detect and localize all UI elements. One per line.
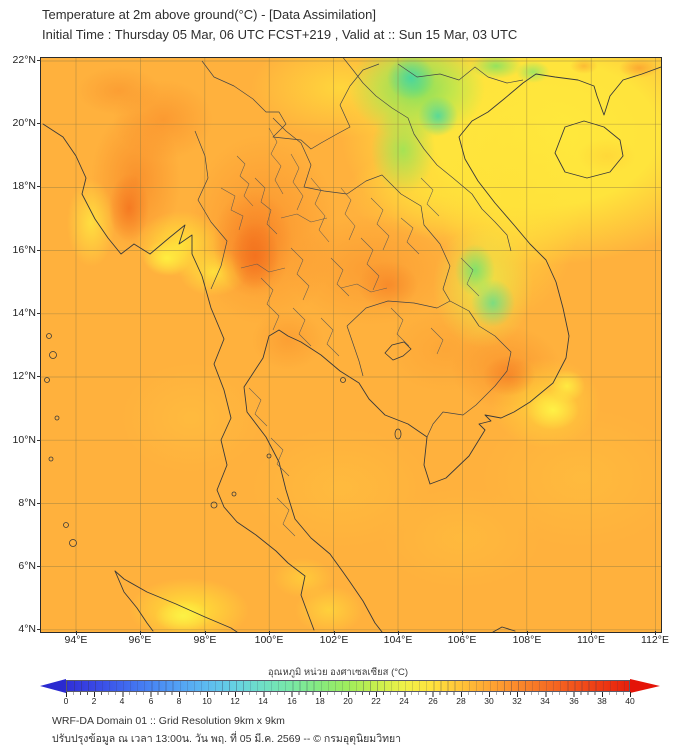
colorbar-tick: 34 [540,696,550,706]
colorbar-tick: 4 [119,696,125,706]
colorbar-tick: 10 [202,696,212,706]
lon-tick-label: 108°E [510,631,544,646]
lat-tick-label: 10°N [4,434,41,446]
lon-tick-label: 102°E [317,631,351,646]
border-thailand-laos-mekong [272,117,451,302]
colorbar-major-ticks [66,692,631,697]
islands [44,333,402,547]
temperature-field [41,58,661,632]
colorbar-tick: 24 [399,696,409,706]
colorbar-tick: 16 [287,696,297,706]
page-title: Temperature at 2m above ground(°C) - [Da… [42,7,376,22]
border-china-vietnam [397,63,524,84]
map-overlay [41,58,661,632]
lon-tick-label: 104°E [381,631,415,646]
colorbar-tick: 20 [343,696,353,706]
colorbar-tick: 12 [230,696,240,706]
lat-tick-label: 18°N [4,180,41,192]
border-thailand-cambodia [346,300,451,377]
colorbar-tick: 38 [597,696,607,706]
lon-tick-label: 106°E [445,631,479,646]
lon-tick-label: 98°E [188,631,222,646]
colorbar-tick: 18 [315,696,325,706]
lon-tick-label: 96°E [123,631,157,646]
border-cambodia-vietnam [426,300,512,438]
coastline-borneo-tip [492,626,516,632]
lat-tick-label: 6°N [4,560,41,572]
colorbar-tick: 22 [371,696,381,706]
colorbar-tick: 26 [428,696,438,706]
colorbar-gradient [66,680,630,692]
lon-tick-label: 100°E [252,631,286,646]
colorbar-tick: 32 [512,696,522,706]
footer-update-info: ปรับปรุงข้อมูล ณ เวลา 13:00น. วัน พฤ. ที… [52,733,402,745]
lat-tick-label: 4°N [4,623,41,635]
border-golden-triangle [201,60,380,150]
province-boundaries [220,127,480,537]
colorbar-title: อุณหภูมิ หน่วย องศาเซลเซียส (°C) [267,667,409,678]
lat-tick-label: 16°N [4,244,41,256]
colorbar-tick: 28 [456,696,466,706]
tonle-sap-lake [384,341,412,361]
border-laos-vietnam [342,58,512,252]
colorbar-tick: 40 [625,696,635,706]
lat-tick-label: 14°N [4,307,41,319]
colorbar-tick: 36 [569,696,579,706]
footer-domain-info: WRF-DA Domain 01 :: Grid Resolution 9km … [52,715,285,727]
lat-tick-label: 12°N [4,370,41,382]
colorbar-tick: 2 [91,696,97,706]
colorbar-segments [67,681,629,691]
map-panel [40,57,662,633]
border-myanmar-thailand [194,130,228,290]
lon-tick-label: 94°E [59,631,93,646]
colorbar-tick: 6 [148,696,154,706]
colorbar-max-arrow [630,679,660,693]
colorbar-tick: 0 [63,696,69,706]
coastline-west-myanmar-peninsula [42,123,315,631]
graticule [41,58,661,632]
lat-tick-label: 22°N [4,54,41,66]
lat-tick-label: 8°N [4,497,41,509]
coastline-hainan-island [554,120,624,179]
coastline-sumatra-west [114,570,154,632]
colorbar-tick: 8 [176,696,182,706]
page-subtitle: Initial Time : Thursday 05 Mar, 06 UTC F… [42,27,518,42]
lon-tick-label: 112°E [638,631,672,646]
lat-tick-label: 20°N [4,117,41,129]
coastline-sumatra-northeast [114,570,238,632]
colorbar-tick: 14 [258,696,268,706]
coastline-gulf-vietnam-china [243,66,661,632]
lon-tick-label: 110°E [574,631,608,646]
colorbar-tick: 30 [484,696,494,706]
colorbar-min-arrow [40,679,66,693]
